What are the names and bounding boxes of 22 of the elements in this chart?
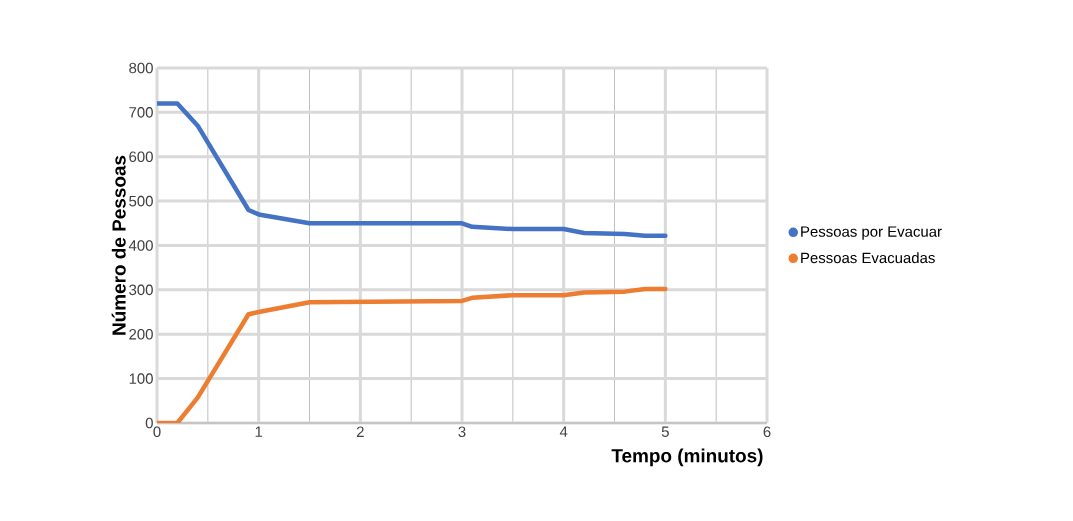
x-tick-label: 0: [153, 426, 161, 438]
y-tick-label: 700: [129, 107, 153, 118]
line-series: [157, 286, 668, 423]
x-tick-label: 4: [559, 426, 568, 437]
x-tick-label: 3: [458, 426, 466, 438]
y-tick-label: 800: [129, 62, 153, 74]
x-axis-title: Tempo (minutos): [611, 448, 763, 467]
y-axis-title: Número de Pessoas: [111, 155, 126, 335]
line-series: [157, 101, 668, 238]
legend-label: Pessoas Evacuadas: [801, 252, 935, 264]
x-tick-label: 6: [763, 426, 771, 438]
x-tick-label: 2: [356, 426, 364, 437]
y-tick-label: 400: [128, 240, 153, 251]
x-tick-label: 5: [661, 426, 669, 437]
legend-label: Pessoas por Evacuar: [801, 226, 942, 240]
y-tick-label: 200: [129, 328, 153, 340]
y-tick-label: 0: [145, 417, 153, 429]
x-tick-label: 1: [255, 426, 263, 437]
y-tick-label: 500: [129, 195, 153, 207]
y-tick-label: 100: [129, 373, 153, 384]
y-tick-label: 600: [129, 151, 153, 163]
y-tick-label: 300: [129, 284, 153, 296]
